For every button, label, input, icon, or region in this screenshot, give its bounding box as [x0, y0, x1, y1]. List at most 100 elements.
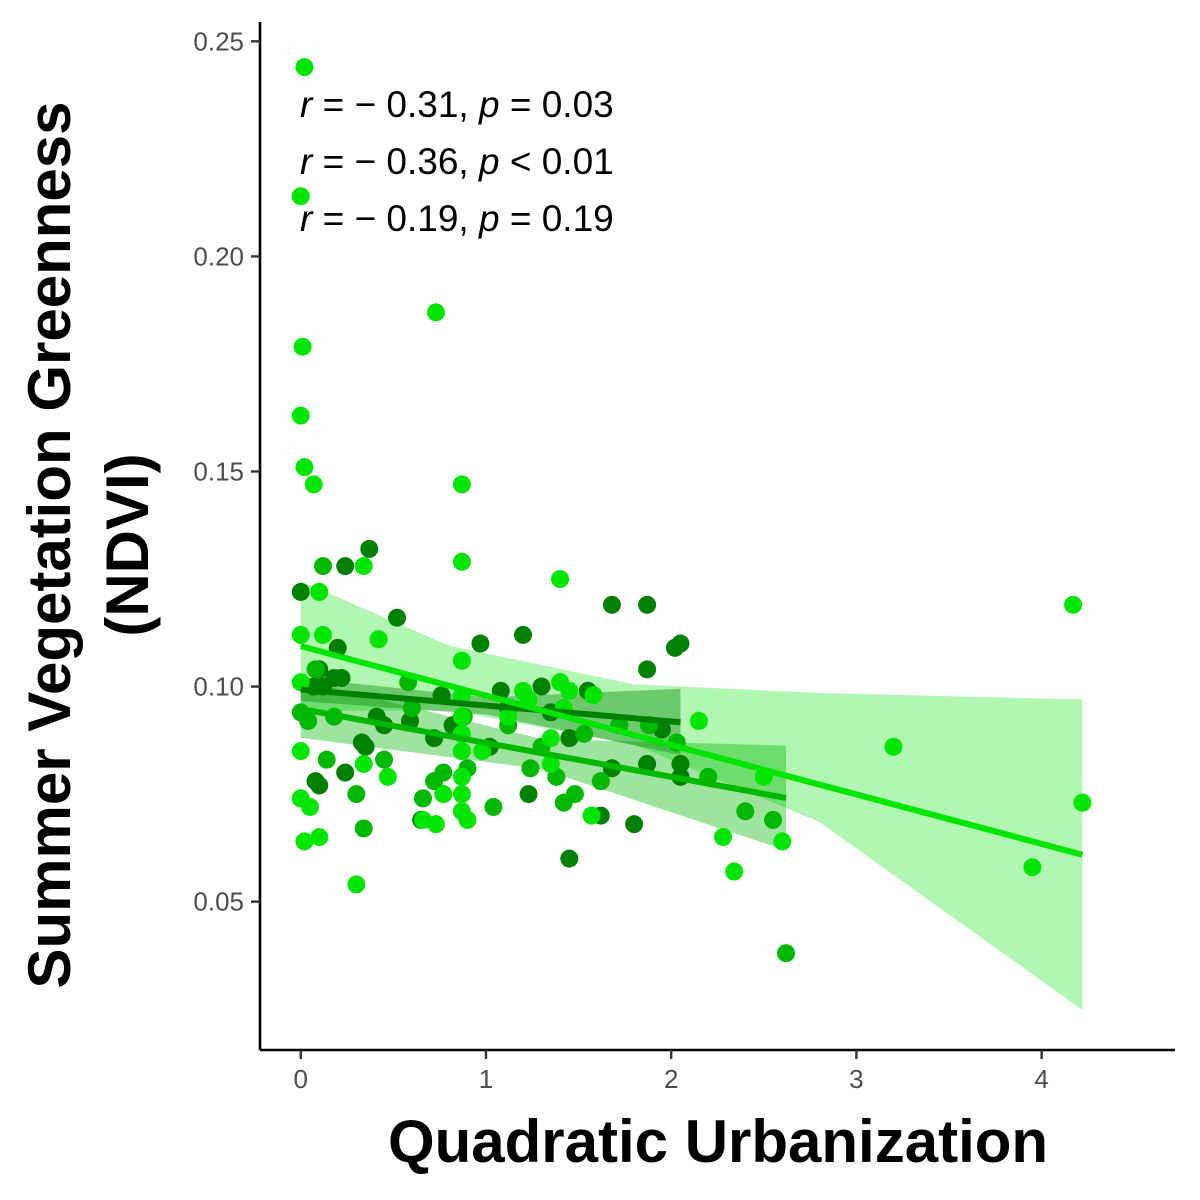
data-point	[532, 677, 551, 696]
x-tick-label: 1	[479, 1064, 493, 1094]
fit-line	[300, 686, 681, 726]
data-point	[413, 789, 432, 808]
data-point	[295, 458, 314, 477]
correlation-annotations: r = − 0.31, p = 0.03 r = − 0.36, p < 0.01…	[300, 84, 614, 239]
data-point	[671, 754, 690, 773]
data-point	[773, 832, 792, 851]
data-point	[551, 570, 570, 589]
x-axis-title: Quadratic Urbanization	[388, 1108, 1048, 1175]
data-point	[541, 754, 560, 773]
data-point	[354, 819, 373, 838]
data-point	[336, 557, 355, 576]
data-point	[736, 802, 755, 821]
data-point	[378, 767, 397, 786]
data-point	[582, 806, 601, 825]
data-point	[1064, 595, 1083, 614]
y-axis-ticks: 0.05 0.10 0.15 0.20 0.25	[193, 26, 260, 917]
data-point	[310, 828, 329, 847]
y-tick-label: 0.05	[193, 887, 244, 917]
data-point	[360, 539, 379, 558]
correlation-annotation: r = − 0.36, p < 0.01	[300, 141, 614, 182]
data-point	[291, 625, 310, 644]
data-point	[295, 832, 314, 851]
fit-lines	[299, 643, 1084, 858]
data-point	[671, 634, 690, 653]
data-point	[291, 582, 310, 601]
y-tick-label: 0.20	[193, 241, 244, 271]
data-point	[452, 785, 471, 804]
data-point	[332, 668, 351, 687]
data-point	[1073, 793, 1092, 812]
data-point	[499, 707, 518, 726]
data-point	[313, 557, 332, 576]
data-point	[484, 797, 503, 816]
data-point	[764, 810, 783, 829]
correlation-annotation: r = − 0.31, p = 0.03	[300, 84, 614, 125]
data-point	[458, 810, 477, 829]
data-point	[426, 303, 445, 322]
x-tick-label: 3	[849, 1064, 863, 1094]
data-point	[304, 475, 323, 494]
data-point	[291, 742, 310, 761]
data-point	[336, 763, 355, 782]
data-point	[560, 729, 579, 748]
data-point	[291, 673, 310, 692]
data-point	[452, 707, 471, 726]
data-point	[402, 699, 421, 718]
data-point	[452, 475, 471, 494]
x-tick-label: 4	[1034, 1064, 1048, 1094]
data-point	[354, 754, 373, 773]
y-tick-label: 0.15	[193, 456, 244, 486]
data-point	[388, 608, 407, 627]
data-point	[689, 711, 708, 730]
data-point	[301, 797, 320, 816]
data-point	[584, 686, 603, 705]
data-point	[575, 724, 594, 743]
fit-line	[299, 643, 1084, 858]
data-point	[369, 630, 388, 649]
data-point	[714, 828, 733, 847]
data-point	[638, 754, 657, 773]
data-point	[434, 763, 453, 782]
data-point	[291, 187, 310, 206]
data-point	[291, 406, 310, 425]
data-point	[452, 651, 471, 670]
correlation-annotation: r = − 0.19, p = 0.19	[300, 198, 614, 239]
data-point	[541, 729, 560, 748]
x-tick-label: 2	[664, 1064, 678, 1094]
data-point	[313, 625, 332, 644]
data-point	[884, 737, 903, 756]
data-point	[306, 660, 325, 679]
data-point	[565, 785, 584, 804]
data-point	[521, 759, 540, 778]
y-tick-label: 0.10	[193, 672, 244, 702]
y-axis-title-line-1: Summer Vegetation Greenness	[16, 102, 83, 989]
data-point	[452, 552, 471, 571]
data-point	[514, 625, 533, 644]
data-point	[560, 849, 579, 868]
data-point	[591, 772, 610, 791]
data-point	[638, 595, 657, 614]
data-point	[310, 582, 329, 601]
x-tick-label: 0	[294, 1064, 308, 1094]
data-point	[725, 862, 744, 881]
data-point	[347, 785, 366, 804]
data-point	[777, 944, 796, 963]
data-point	[347, 875, 366, 894]
data-point	[293, 337, 312, 356]
data-point	[317, 750, 336, 769]
data-point	[426, 815, 445, 834]
data-point	[473, 742, 492, 761]
data-point	[602, 595, 621, 614]
y-axis-title-line-2: (NDVI)	[94, 453, 161, 636]
data-point	[299, 711, 318, 730]
data-point	[471, 634, 490, 653]
data-point	[560, 681, 579, 700]
data-point	[625, 815, 644, 834]
data-point	[356, 737, 375, 756]
data-point	[295, 58, 314, 77]
data-point	[354, 557, 373, 576]
data-point	[375, 750, 394, 769]
data-point	[1023, 858, 1042, 877]
